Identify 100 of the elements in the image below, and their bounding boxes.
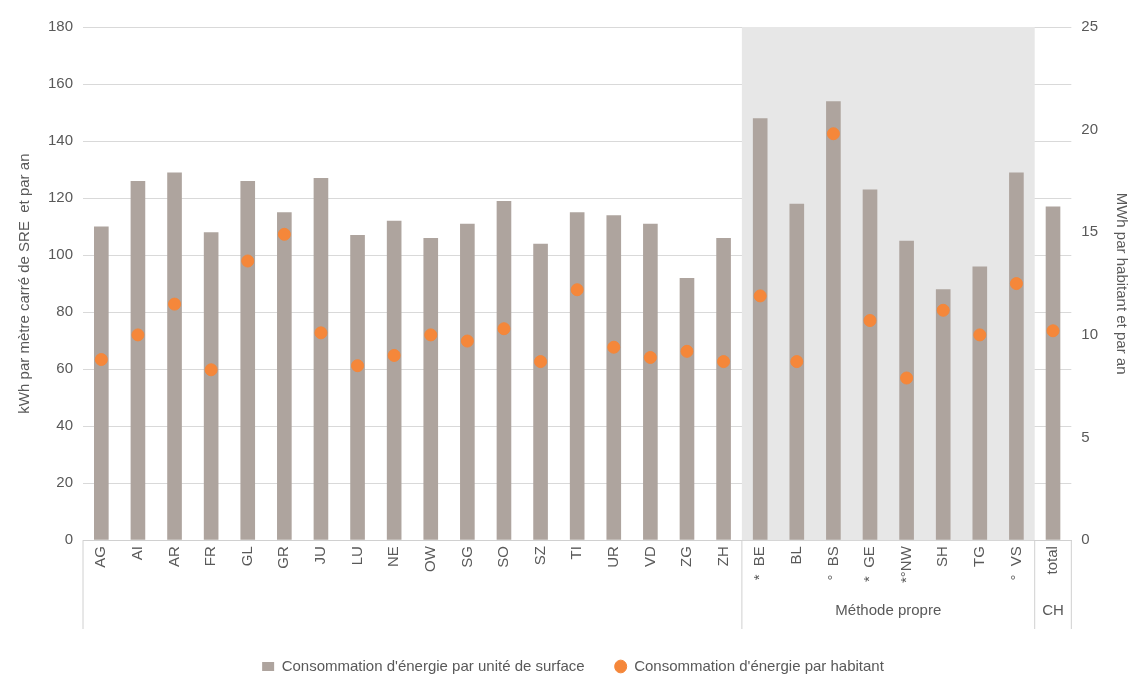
x-tick-label: AI — [128, 546, 146, 561]
x-tick-label: *°NW — [896, 545, 914, 583]
point — [204, 363, 218, 377]
bar — [423, 237, 439, 540]
x-tick-label: NE — [384, 546, 402, 568]
point — [534, 355, 548, 369]
bar — [935, 289, 951, 540]
point — [460, 334, 474, 348]
bar — [789, 203, 805, 540]
x-tick-label: TI — [567, 546, 585, 560]
y-axis-title: kWh par mètre carré de SRE et par an — [15, 153, 33, 414]
point — [497, 322, 511, 336]
bar — [1045, 206, 1061, 540]
y2-tick-label: 25 — [1081, 17, 1098, 35]
x-tick-label: TG — [969, 546, 987, 568]
x-tick-label: ZG — [677, 546, 695, 568]
legend-label: Consommation d'énergie par habitant — [634, 656, 885, 674]
x-tick-label: FR — [201, 546, 219, 567]
x-tick-label: BL — [786, 546, 804, 565]
x-tick-label: ° BS — [823, 546, 841, 581]
point — [607, 340, 621, 354]
bar — [94, 226, 109, 540]
point — [314, 326, 328, 340]
x-tick-label: ° VS — [1006, 546, 1024, 581]
point — [241, 254, 255, 268]
bar — [277, 212, 292, 540]
point — [863, 314, 877, 328]
bar — [1009, 172, 1024, 540]
x-tick-label: * GE — [860, 546, 878, 583]
point — [131, 328, 145, 342]
y-tick-label: 60 — [56, 359, 74, 377]
x-tick-label: GL — [237, 546, 255, 567]
y2-tick-label: 10 — [1081, 325, 1098, 343]
bar — [167, 172, 182, 540]
x-tick-label: SO — [494, 546, 512, 568]
point — [1009, 277, 1023, 291]
bar — [972, 266, 988, 540]
x-tick-label: OW — [420, 545, 438, 572]
y-tick-label: 160 — [48, 74, 74, 92]
y-tick-label: 20 — [56, 473, 74, 491]
bar — [716, 237, 731, 540]
point — [753, 289, 767, 303]
bar — [569, 212, 585, 540]
y-tick-label: 140 — [48, 131, 74, 149]
text: Méthode propre — [835, 601, 942, 619]
point — [387, 348, 401, 362]
y2-tick-label: 20 — [1081, 119, 1098, 137]
point — [717, 355, 731, 369]
point — [94, 353, 108, 367]
point — [168, 297, 182, 311]
x-tick-label: * BE — [750, 546, 768, 581]
x-tick-label: VD — [640, 546, 658, 568]
y-tick-label: 40 — [56, 416, 74, 434]
text: CH — [1042, 601, 1064, 619]
bar — [460, 223, 475, 540]
point — [900, 371, 914, 385]
y-tick-label: 100 — [48, 245, 74, 263]
x-tick-label: UR — [603, 546, 621, 568]
x-tick-label: JU — [311, 546, 329, 565]
point — [973, 328, 987, 342]
bar — [350, 235, 365, 540]
bar — [130, 180, 146, 540]
bar — [899, 240, 914, 540]
x-tick-label: LU — [347, 546, 365, 566]
bar — [313, 178, 329, 540]
x-tick-label: GR — [274, 546, 292, 569]
point — [277, 227, 291, 241]
point — [570, 283, 584, 297]
x-tick-label: SG — [457, 546, 475, 568]
y-tick-label: 180 — [48, 17, 74, 35]
bar — [240, 180, 256, 540]
bar — [752, 118, 768, 540]
bar — [386, 220, 402, 540]
y-tick-label: 0 — [64, 530, 74, 548]
bar — [606, 215, 622, 540]
bar — [862, 189, 878, 540]
bar — [643, 223, 658, 540]
y-tick-label: 80 — [56, 302, 74, 320]
point — [424, 328, 438, 342]
point — [826, 127, 840, 141]
bar — [533, 243, 548, 540]
y2-axis-title: MWh par habitant et par an — [1113, 192, 1131, 375]
x-tick-label: AR — [164, 546, 182, 568]
x-tick-label: ZH — [713, 546, 731, 567]
y-tick-label: 120 — [48, 188, 74, 206]
point — [936, 303, 950, 317]
legend-label: Consommation d'énergie par unité de surface — [281, 656, 585, 674]
x-tick-label: total — [1043, 546, 1061, 575]
bar — [203, 232, 219, 540]
x-tick-label: SZ — [530, 546, 548, 566]
point — [1046, 324, 1060, 338]
point — [643, 350, 657, 364]
point — [680, 344, 694, 358]
bar — [826, 101, 841, 540]
point — [351, 359, 365, 373]
bar — [496, 200, 512, 540]
x-tick-label: SH — [933, 546, 951, 568]
y2-tick-label: 15 — [1081, 222, 1098, 240]
y2-tick-label: 0 — [1081, 530, 1090, 548]
bar — [679, 277, 695, 540]
